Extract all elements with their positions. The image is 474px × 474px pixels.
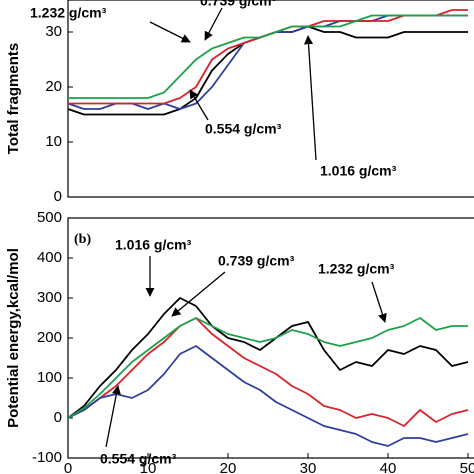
annotation-arrow xyxy=(204,7,223,41)
annotation: 0.554 g/cm³ xyxy=(205,121,282,137)
annotation-arrow xyxy=(189,89,209,121)
plot-lines xyxy=(68,297,469,447)
y-tick-label: 400 xyxy=(37,249,62,266)
x-tick-label: 20 xyxy=(220,460,237,474)
y-tick-label: 0 xyxy=(54,409,62,426)
annotation-arrow xyxy=(171,271,226,317)
annotation: 1.016 g/cm³ xyxy=(115,237,192,253)
x-tick-label: 0 xyxy=(64,460,72,474)
annotation: 1.232 g/cm³ xyxy=(318,261,395,277)
y-tick-label: 30 xyxy=(45,23,62,40)
annotation-arrow xyxy=(303,35,317,161)
series-line xyxy=(68,9,468,105)
y-axis-title: Total fragments xyxy=(5,43,22,154)
y-tick-label: 0 xyxy=(54,188,62,205)
annotation: 0.554 g/cm³ xyxy=(100,451,177,467)
panel-label: (b) xyxy=(74,232,91,247)
y-tick-label: 200 xyxy=(37,329,62,346)
series-line xyxy=(68,14,468,110)
annotation: 0.739 g/cm³ xyxy=(200,0,277,9)
plot-lines xyxy=(68,9,468,116)
annotation: 0.739 g/cm³ xyxy=(218,253,295,269)
y-tick-label: -100 xyxy=(32,449,62,466)
y-tick-label: 20 xyxy=(45,78,62,95)
y-tick-label: 100 xyxy=(37,369,62,386)
x-tick-label: 50 xyxy=(460,460,474,474)
x-tick-label: 10 xyxy=(140,460,157,474)
series-line xyxy=(68,317,469,427)
annotation-arrow xyxy=(149,21,191,43)
y-axis-title: Potential energy,kcal/mol xyxy=(5,248,22,428)
y-tick-label: 500 xyxy=(37,209,62,226)
series-line xyxy=(68,317,468,419)
annotation: 1.232 g/cm³ xyxy=(30,5,107,21)
series-line xyxy=(68,297,469,419)
x-tick-label: 40 xyxy=(380,460,397,474)
annotation: 1.016 g/cm³ xyxy=(320,163,397,179)
x-tick-label: 30 xyxy=(300,460,317,474)
series-line xyxy=(68,345,469,447)
annotation-arrow xyxy=(105,385,121,448)
y-tick-label: 300 xyxy=(37,289,62,306)
annotation-arrow xyxy=(371,281,387,323)
series-line xyxy=(68,25,468,116)
series-line xyxy=(68,14,468,99)
y-tick-label: 10 xyxy=(45,133,62,150)
